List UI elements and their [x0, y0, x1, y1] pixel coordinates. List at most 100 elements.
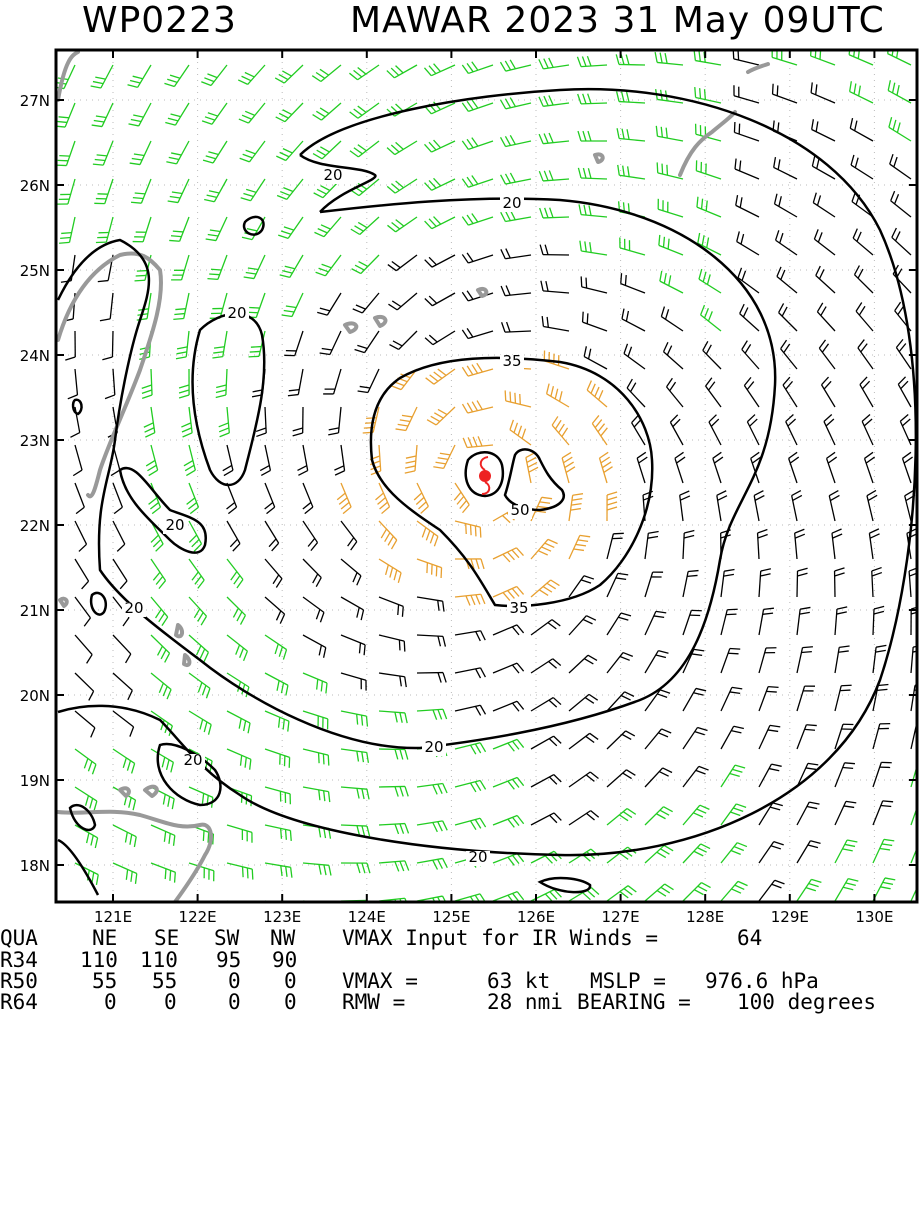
wind-barb — [314, 217, 341, 237]
wind-barb-flag — [508, 819, 514, 827]
wind-barb-flag — [129, 798, 131, 808]
wind-barb-flag — [357, 714, 358, 724]
wind-barb-flag — [680, 491, 690, 495]
wind-barb — [774, 157, 797, 179]
wind-barb-flag — [424, 68, 431, 76]
wind-barb-shaft — [216, 217, 227, 241]
wind-barb — [151, 749, 173, 772]
coastlines — [58, 52, 768, 902]
wind-barb — [500, 60, 531, 71]
wind-barb-shaft — [288, 217, 303, 238]
wind-barb-shaft — [759, 764, 771, 787]
wind-barb — [645, 611, 666, 635]
lat-label: 19N — [20, 772, 50, 790]
wind-barb — [758, 529, 768, 559]
wind-barb-flag — [381, 529, 386, 538]
wind-barb-shaft — [657, 62, 683, 65]
wind-barb-shaft — [531, 659, 553, 673]
wind-barb — [341, 597, 364, 620]
wind-barb-shaft — [607, 809, 627, 825]
wind-barb-flag — [740, 304, 744, 313]
wind-barb-shaft — [223, 331, 227, 357]
wind-barb-flag — [589, 205, 591, 215]
wind-barb-flag — [426, 378, 434, 384]
wind-barb-flag — [507, 552, 514, 560]
wind-barb-flag — [789, 452, 798, 458]
wind-barb — [892, 228, 911, 255]
wind-barb-flag — [92, 764, 96, 774]
wind-barb — [297, 445, 307, 475]
wind-barb-flag — [865, 452, 873, 458]
wind-barb-flag — [618, 617, 628, 620]
wind-barb-flag — [898, 306, 904, 315]
wind-barb-shaft — [581, 65, 607, 67]
wind-barb — [463, 436, 493, 447]
wind-barb-flag — [737, 231, 740, 241]
wind-barb-flag — [730, 774, 740, 777]
wind-barb — [59, 217, 75, 243]
wind-barb-shaft — [865, 458, 873, 483]
wind-barb-flag — [352, 269, 361, 274]
wind-barb-shaft — [139, 103, 151, 126]
wind-barb — [417, 821, 447, 832]
wind-barb — [265, 597, 285, 624]
wind-barb-shaft — [75, 749, 96, 764]
wind-barb-flag — [733, 808, 743, 811]
wind-barb-flag — [364, 645, 365, 655]
wind-barb-flag — [637, 452, 646, 458]
wind-barb-flag — [434, 64, 441, 72]
wind-barb-flag — [206, 688, 210, 698]
wind-barb-flag — [706, 378, 712, 386]
wind-barb-flag — [774, 842, 784, 845]
wind-barb-flag — [358, 106, 366, 112]
wind-barb-flag — [660, 53, 662, 63]
wind-barb-flag — [880, 848, 890, 849]
wind-barb-flag — [897, 122, 900, 132]
wind-barb-shaft — [683, 610, 691, 635]
wind-barb-shaft — [683, 766, 699, 787]
wind-barb-flag — [758, 529, 768, 533]
wind-barb — [75, 749, 96, 774]
wind-barb-shaft — [742, 349, 759, 369]
wind-barb-shaft — [744, 385, 759, 407]
wind-barb-flag — [786, 381, 793, 389]
wind-barb — [645, 690, 670, 711]
wind-barb-flag — [133, 76, 143, 79]
wind-barb-flag — [130, 80, 140, 83]
wind-barb-shaft — [493, 854, 517, 863]
wind-barb — [683, 844, 710, 863]
wind-barb — [276, 103, 303, 122]
wind-barb-flag — [202, 793, 203, 803]
wind-barb-flag — [405, 824, 409, 834]
lon-label: 128E — [686, 908, 724, 926]
wind-barb-flag — [438, 458, 448, 460]
wind-barb-flag — [466, 596, 470, 606]
wind-barb — [683, 688, 706, 711]
wind-barb-flag — [551, 386, 553, 396]
wind-barb — [313, 103, 341, 120]
contour-label: 20 — [502, 194, 521, 212]
wind-barb — [462, 213, 493, 225]
wind-barb-flag — [177, 352, 187, 354]
wind-barb-flag — [128, 85, 138, 88]
wind-barb-flag — [512, 589, 519, 597]
wind-barb-flag — [93, 82, 103, 84]
wind-barb — [835, 724, 853, 749]
wind-barb-flag — [472, 62, 478, 70]
wind-barb-flag — [695, 87, 696, 97]
wind-barb-shaft — [493, 663, 517, 673]
coastline-small-island-1 — [120, 788, 129, 796]
wind-barb — [531, 698, 561, 711]
wind-barb-shaft — [902, 458, 911, 483]
wind-barb-flag — [795, 534, 805, 538]
wind-barb — [189, 559, 204, 588]
lat-label: 21N — [20, 602, 50, 620]
wind-barb-flag — [434, 413, 443, 418]
lat-label: 18N — [20, 857, 50, 875]
wind-barb-flag — [169, 157, 179, 159]
wind-barb-flag — [550, 892, 557, 900]
wind-barb — [341, 711, 367, 727]
wind-barb-shaft — [852, 202, 873, 217]
coastline-luzon-north — [58, 52, 78, 100]
wind-barb — [151, 559, 166, 589]
